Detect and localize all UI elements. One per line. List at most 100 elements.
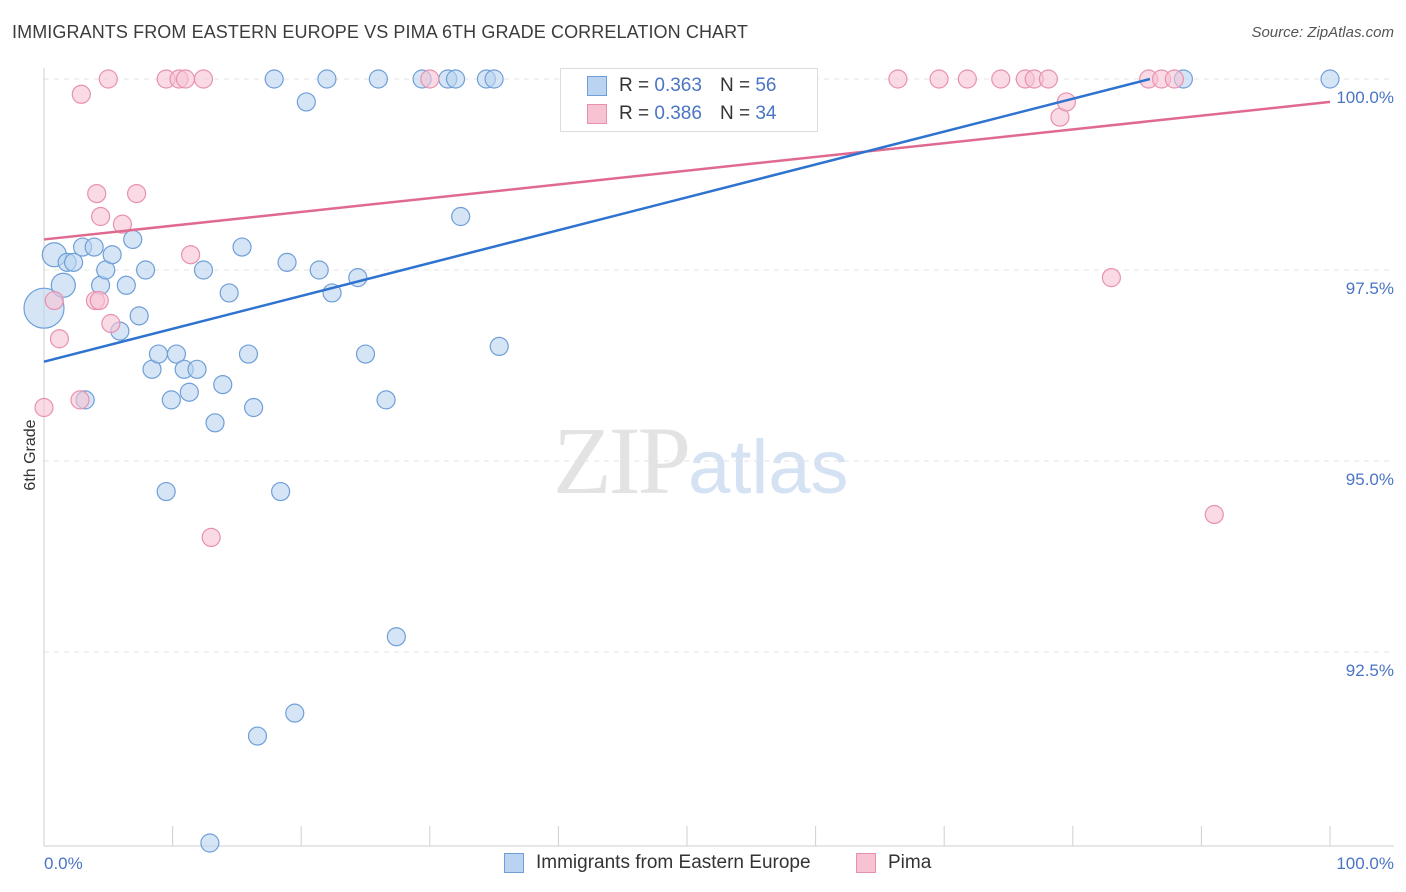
point-immigrants [317,69,337,89]
point-immigrants [161,390,181,410]
legend-r-value: 0.363 [654,75,702,96]
point-immigrants [219,283,239,303]
regression-line-pima [43,100,1331,241]
legend-item-label: Immigrants from Eastern Europe [536,852,811,873]
point-immigrants [123,229,143,250]
y-tick-label: 100.0% [1336,88,1394,107]
chart-title: IMMIGRANTS FROM EASTERN EUROPE VS PIMA 6… [12,22,749,42]
point-pima [126,184,147,204]
legend-swatch-pink [587,104,607,124]
legend-row-immigrants: R = 0.363 N = 56 [587,74,776,98]
regression-line-immigrants [43,77,1151,363]
point-pima [1101,268,1121,288]
point-immigrants [376,390,396,410]
point-immigrants [156,481,176,502]
watermark-atlas: atlas [688,425,849,510]
point-pima [101,313,121,334]
legend-r-label: R = [619,75,650,96]
point-immigrants [451,206,471,227]
y-axis-title: 6th Grade [22,419,39,490]
point-immigrants [484,69,504,89]
point-pima [175,69,196,89]
point-immigrants [200,833,220,853]
source-credit: Source: ZipAtlas.com [1251,24,1394,41]
point-immigrants [187,359,207,379]
point-immigrants [84,237,104,257]
y-tick-label: 92.5% [1346,661,1394,680]
legend-item-pima[interactable]: Pima [856,852,931,874]
axes [43,68,1394,847]
point-immigrants [232,237,252,257]
point-pima [49,329,70,349]
series-immigrants-points [23,69,1340,853]
point-pima [201,527,221,548]
legend-swatch-blue [587,76,607,96]
point-immigrants [355,344,376,364]
legend-item-label: Pima [888,852,932,873]
point-pima [89,290,109,311]
point-pima [44,290,64,311]
point-immigrants [63,252,84,272]
point-immigrants [116,275,136,295]
legend-swatch-blue [504,853,524,873]
legend-n-label: N = [719,75,751,96]
point-immigrants [102,245,122,265]
point-immigrants [264,69,284,89]
point-pima [71,84,91,104]
y-tick-label: 95.0% [1346,470,1394,489]
x-tick-label-max: 100.0% [1336,854,1394,873]
point-immigrants [247,726,268,746]
point-immigrants [179,382,199,402]
point-immigrants [296,92,316,112]
legend-n-value: 56 [755,75,777,96]
point-immigrants [238,344,259,364]
legend-r-label: R = [619,103,650,124]
point-immigrants [129,306,149,326]
point-pima [929,69,949,89]
point-immigrants [386,627,406,647]
point-pima [888,69,908,89]
point-pima [957,69,977,89]
legend-n-label: N = [719,103,751,124]
point-immigrants [271,481,291,502]
point-pima [991,69,1011,89]
point-pima [1164,69,1184,89]
point-immigrants [1320,69,1340,89]
point-immigrants [244,397,264,418]
legend-row-pima: R = 0.386 N = 34 [587,102,776,126]
point-pima [98,69,118,89]
regression-lines [43,77,1331,363]
legend-item-immigrants[interactable]: Immigrants from Eastern Europe [504,852,811,874]
legend-r-value: 0.386 [654,103,702,124]
point-pima [193,69,214,89]
x-tick-label-min: 0.0% [44,854,83,873]
point-immigrants [193,260,214,280]
point-pima [34,397,54,418]
legend-swatch-pink [856,853,876,873]
series-legend: Immigrants from Eastern Europe Pima [0,852,1406,878]
point-pima [1204,504,1224,525]
point-immigrants [148,344,169,364]
legend-n-value: 34 [755,103,777,124]
point-pima [87,184,107,204]
point-pima [420,69,440,89]
point-pima [70,390,90,410]
point-pima [112,214,133,234]
stats-legend: R = 0.363 N = 56 R = 0.386 N = 34 [560,68,818,132]
grid-lines [44,78,1394,653]
point-immigrants [368,69,388,89]
point-pima [181,245,201,265]
point-immigrants [205,413,225,433]
point-pima [90,206,111,227]
point-immigrants [277,252,297,272]
point-immigrants [445,69,466,89]
point-immigrants [213,375,233,395]
series-pima-points [34,69,1224,548]
point-immigrants [166,344,187,364]
point-immigrants [135,260,156,280]
y-tick-label: 97.5% [1346,279,1394,298]
point-pima [1038,69,1058,89]
point-immigrants [489,336,509,356]
y-tick-labels: 100.0% 97.5% 95.0% 92.5% [1336,88,1394,680]
